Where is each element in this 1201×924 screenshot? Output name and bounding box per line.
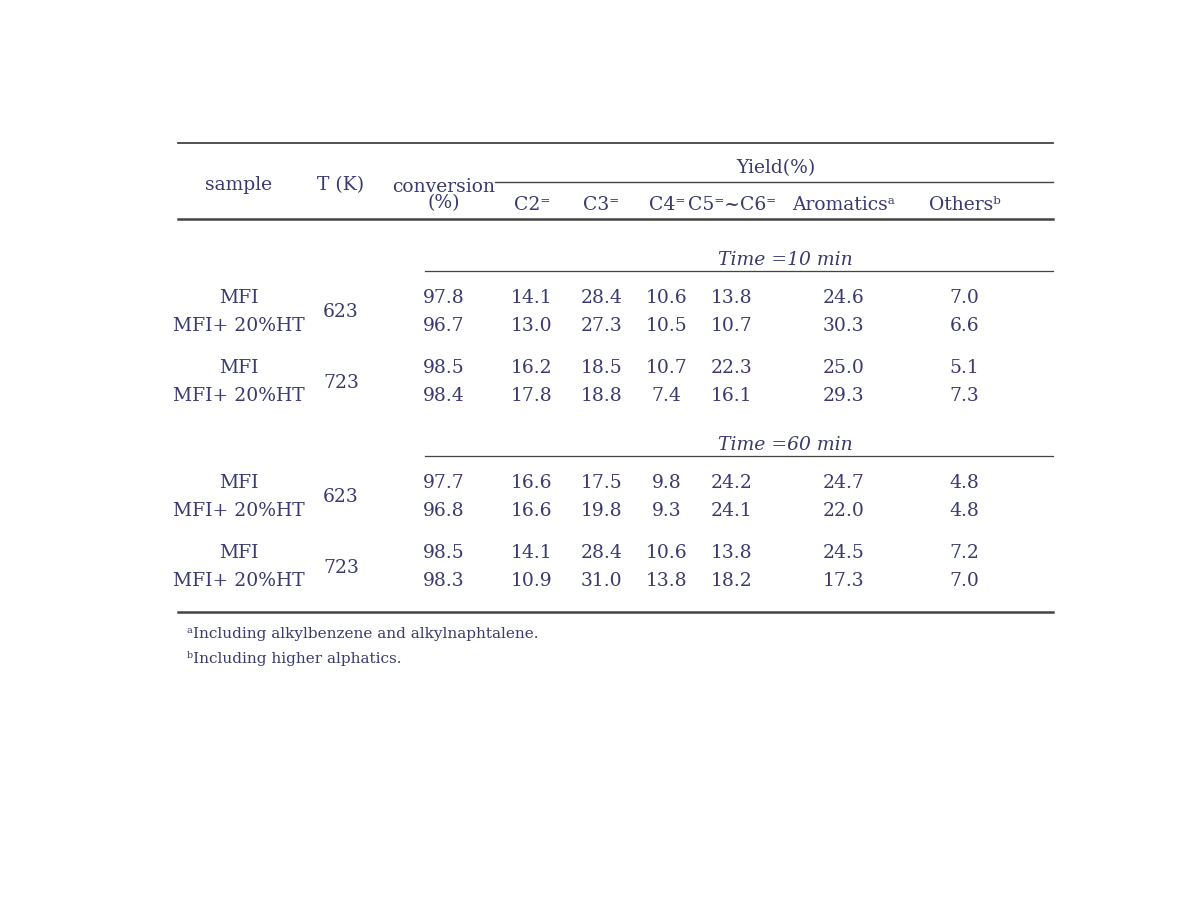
Text: 16.2: 16.2 [510, 359, 552, 377]
Text: MFI+ 20%HT: MFI+ 20%HT [173, 502, 304, 519]
Text: 16.6: 16.6 [510, 474, 552, 492]
Text: 24.6: 24.6 [823, 289, 865, 307]
Text: 7.0: 7.0 [950, 289, 980, 307]
Text: MFI: MFI [219, 359, 258, 377]
Text: 9.8: 9.8 [652, 474, 682, 492]
Text: 6.6: 6.6 [950, 317, 979, 334]
Text: Time =60 min: Time =60 min [718, 436, 853, 455]
Text: 96.7: 96.7 [423, 317, 464, 334]
Text: 16.6: 16.6 [510, 502, 552, 519]
Text: MFI: MFI [219, 544, 258, 563]
Text: 7.0: 7.0 [950, 572, 980, 590]
Text: 31.0: 31.0 [581, 572, 622, 590]
Text: 16.1: 16.1 [711, 387, 753, 406]
Text: 18.5: 18.5 [580, 359, 622, 377]
Text: 98.4: 98.4 [423, 387, 465, 406]
Text: 24.7: 24.7 [823, 474, 865, 492]
Text: 7.2: 7.2 [950, 544, 980, 563]
Text: MFI: MFI [219, 289, 258, 307]
Text: Aromaticsᵃ: Aromaticsᵃ [791, 196, 895, 213]
Text: 22.0: 22.0 [823, 502, 865, 519]
Text: 17.3: 17.3 [823, 572, 865, 590]
Text: 10.5: 10.5 [646, 317, 688, 334]
Text: 24.1: 24.1 [711, 502, 753, 519]
Text: 28.4: 28.4 [580, 289, 622, 307]
Text: 97.7: 97.7 [423, 474, 465, 492]
Text: Othersᵇ: Othersᵇ [928, 196, 1000, 213]
Text: 13.8: 13.8 [711, 289, 753, 307]
Text: MFI: MFI [219, 474, 258, 492]
Text: Time =10 min: Time =10 min [718, 251, 853, 269]
Text: 97.8: 97.8 [423, 289, 465, 307]
Text: ᵃIncluding alkylbenzene and alkylnaphtalene.: ᵃIncluding alkylbenzene and alkylnaphtal… [187, 626, 539, 641]
Text: 19.8: 19.8 [581, 502, 622, 519]
Text: C2⁼: C2⁼ [514, 196, 550, 213]
Text: 14.1: 14.1 [510, 544, 552, 563]
Text: conversion: conversion [392, 178, 495, 196]
Text: 28.4: 28.4 [580, 544, 622, 563]
Text: 723: 723 [323, 373, 359, 392]
Text: MFI+ 20%HT: MFI+ 20%HT [173, 387, 304, 406]
Text: 9.3: 9.3 [652, 502, 681, 519]
Text: 10.7: 10.7 [711, 317, 753, 334]
Text: 7.4: 7.4 [652, 387, 682, 406]
Text: 18.8: 18.8 [580, 387, 622, 406]
Text: MFI+ 20%HT: MFI+ 20%HT [173, 317, 304, 334]
Text: sample: sample [205, 176, 273, 194]
Text: 7.3: 7.3 [950, 387, 980, 406]
Text: C5⁼~C6⁼: C5⁼~C6⁼ [688, 196, 776, 213]
Text: 17.8: 17.8 [510, 387, 552, 406]
Text: 13.0: 13.0 [510, 317, 552, 334]
Text: 27.3: 27.3 [580, 317, 622, 334]
Text: 29.3: 29.3 [823, 387, 865, 406]
Text: 30.3: 30.3 [823, 317, 865, 334]
Text: 24.2: 24.2 [711, 474, 753, 492]
Text: 723: 723 [323, 559, 359, 577]
Text: 623: 623 [323, 488, 359, 506]
Text: 98.5: 98.5 [423, 359, 465, 377]
Text: 98.3: 98.3 [423, 572, 464, 590]
Text: 22.3: 22.3 [711, 359, 753, 377]
Text: 10.7: 10.7 [646, 359, 688, 377]
Text: 17.5: 17.5 [580, 474, 622, 492]
Text: ᵇIncluding higher alphatics.: ᵇIncluding higher alphatics. [187, 651, 402, 666]
Text: 98.5: 98.5 [423, 544, 465, 563]
Text: 4.8: 4.8 [950, 502, 980, 519]
Text: 4.8: 4.8 [950, 474, 980, 492]
Text: MFI+ 20%HT: MFI+ 20%HT [173, 572, 304, 590]
Text: C4⁼: C4⁼ [649, 196, 685, 213]
Text: 18.2: 18.2 [711, 572, 753, 590]
Text: 14.1: 14.1 [510, 289, 552, 307]
Text: (%): (%) [428, 194, 460, 212]
Text: 13.8: 13.8 [711, 544, 753, 563]
Text: 24.5: 24.5 [823, 544, 865, 563]
Text: 10.6: 10.6 [646, 544, 687, 563]
Text: Yield(%): Yield(%) [736, 159, 815, 176]
Text: C3⁼: C3⁼ [584, 196, 620, 213]
Text: 5.1: 5.1 [950, 359, 980, 377]
Text: 13.8: 13.8 [646, 572, 687, 590]
Text: 96.8: 96.8 [423, 502, 464, 519]
Text: 25.0: 25.0 [823, 359, 865, 377]
Text: 10.9: 10.9 [510, 572, 552, 590]
Text: T (K): T (K) [317, 176, 364, 194]
Text: 10.6: 10.6 [646, 289, 687, 307]
Text: 623: 623 [323, 303, 359, 322]
